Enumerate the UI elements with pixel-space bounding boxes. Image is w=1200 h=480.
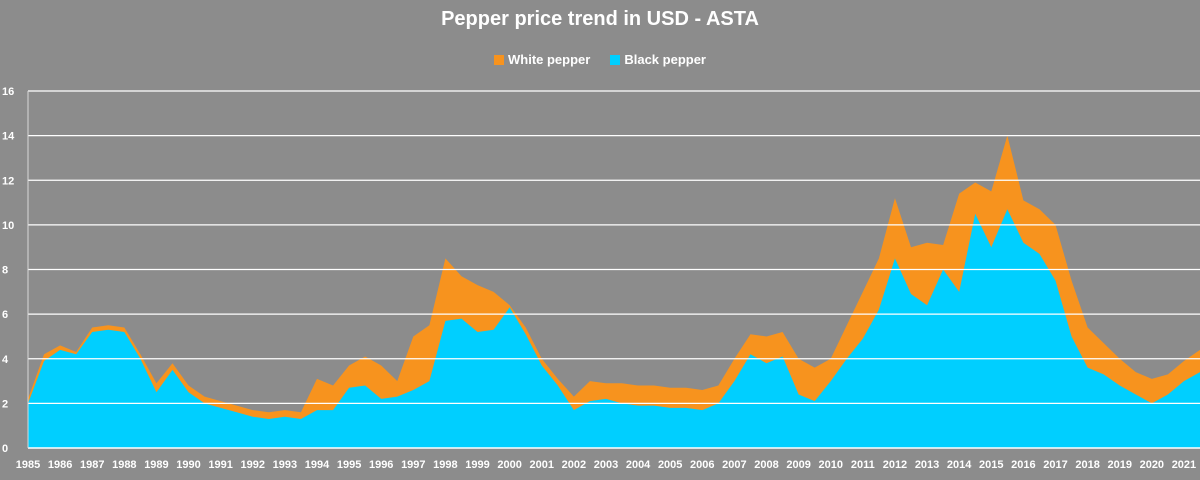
- x-tick-label: 2008: [754, 459, 778, 471]
- x-tick-label: 2020: [1140, 459, 1164, 471]
- series-area-black-pepper: [28, 209, 1200, 448]
- x-tick-label: 2014: [947, 459, 972, 471]
- x-tick-label: 1996: [369, 459, 393, 471]
- y-tick-label: 6: [2, 309, 8, 321]
- x-tick-label: 1989: [144, 459, 168, 471]
- x-tick-label: 2013: [915, 459, 939, 471]
- x-tick-label: 2007: [722, 459, 746, 471]
- x-tick-label: 2009: [786, 459, 810, 471]
- x-tick-label: 1994: [305, 459, 330, 471]
- x-tick-label: 1992: [241, 459, 265, 471]
- x-tick-label: 1988: [112, 459, 136, 471]
- x-tick-label: 2017: [1043, 459, 1067, 471]
- x-tick-label: 1993: [273, 459, 297, 471]
- x-tick-label: 2011: [851, 459, 875, 471]
- x-tick-label: 1987: [80, 459, 104, 471]
- x-tick-label: 1985: [16, 459, 40, 471]
- x-tick-label: 1999: [465, 459, 489, 471]
- x-tick-label: 2001: [530, 459, 554, 471]
- x-tick-label: 2010: [818, 459, 842, 471]
- x-tick-label: 1997: [401, 459, 425, 471]
- x-tick-label: 2004: [626, 459, 651, 471]
- y-tick-label: 2: [2, 398, 8, 410]
- x-tick-label: 1998: [433, 459, 457, 471]
- y-tick-label: 4: [2, 354, 9, 366]
- y-tick-label: 0: [2, 443, 8, 455]
- x-tick-label: 2006: [690, 459, 714, 471]
- x-tick-label: 1990: [176, 459, 200, 471]
- y-tick-label: 12: [2, 175, 14, 187]
- legend-swatch-black-pepper: [610, 54, 621, 65]
- x-tick-label: 2002: [562, 459, 586, 471]
- x-tick-label: 2000: [497, 459, 521, 471]
- x-tick-label: 2005: [658, 459, 682, 471]
- x-tick-label: 2015: [979, 459, 1003, 471]
- x-tick-label: 2016: [1011, 459, 1035, 471]
- x-tick-label: 2019: [1107, 459, 1131, 471]
- y-tick-label: 16: [2, 86, 14, 98]
- legend-item-black-pepper: Black pepper: [610, 52, 706, 67]
- y-tick-label: 14: [2, 131, 15, 143]
- y-tick-label: 8: [2, 265, 8, 277]
- x-tick-label: 2018: [1075, 459, 1099, 471]
- x-tick-label: 1986: [48, 459, 72, 471]
- x-tick-label: 1991: [208, 459, 232, 471]
- x-tick-label: 2021: [1172, 459, 1196, 471]
- x-tick-label: 1995: [337, 459, 361, 471]
- legend-item-white-pepper: White pepper: [494, 52, 590, 67]
- legend-label-black-pepper: Black pepper: [624, 52, 706, 67]
- legend-label-white-pepper: White pepper: [508, 52, 591, 67]
- chart-title: Pepper price trend in USD - ASTA: [441, 8, 759, 30]
- y-tick-label: 10: [2, 220, 14, 232]
- legend: White pepper Black pepper: [0, 52, 1200, 67]
- legend-swatch-white-pepper: [494, 54, 504, 65]
- x-tick-label: 2012: [883, 459, 907, 471]
- x-tick-label: 2003: [594, 459, 618, 471]
